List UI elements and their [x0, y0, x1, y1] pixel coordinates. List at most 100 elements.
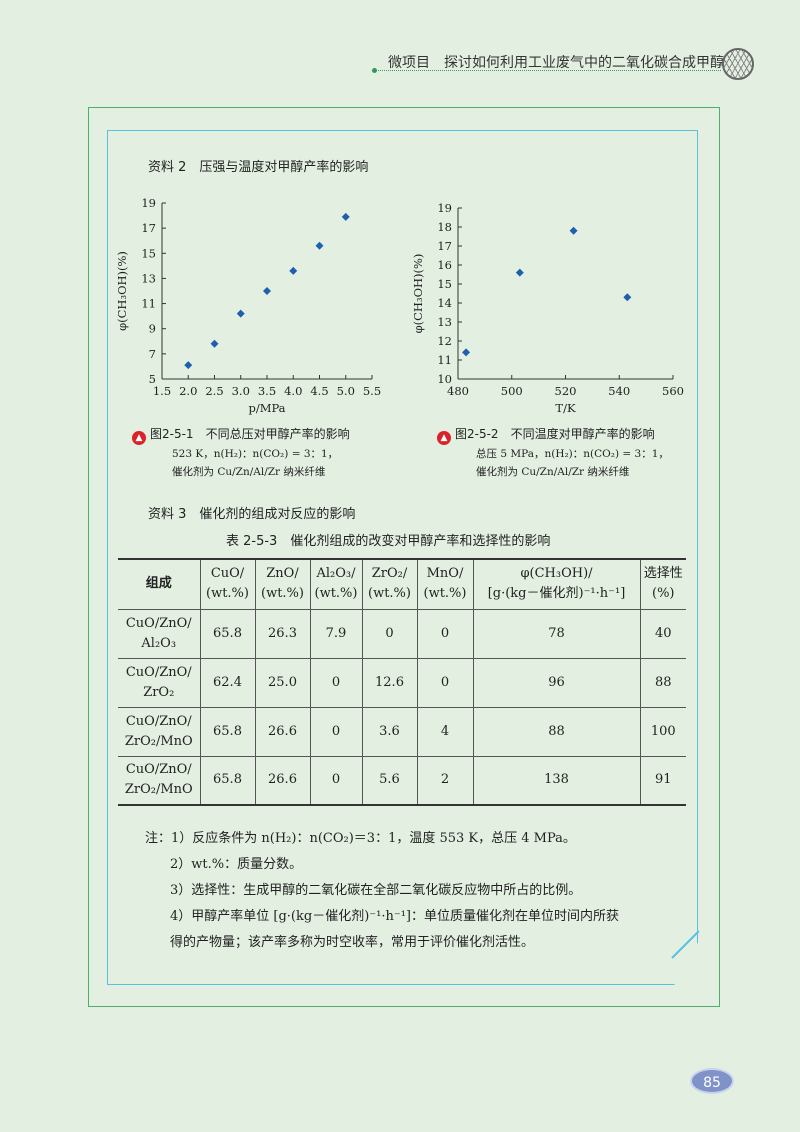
data-point	[341, 212, 350, 221]
header-line: (wt.%)	[261, 586, 304, 602]
value-cell: 0	[309, 658, 362, 707]
y-tick-label: 11	[437, 353, 452, 367]
composition-cell: CuO/ZnO/Al₂O₃	[118, 609, 200, 658]
value-cell: 0	[361, 609, 417, 658]
value-cell: 12.6	[361, 658, 417, 707]
data-point	[462, 348, 471, 357]
y-tick-label: 13	[437, 315, 452, 329]
x-tick-label: 2.0	[179, 384, 197, 398]
composition-line: ZrO₂/MnO	[124, 782, 193, 798]
y-tick-label: 16	[437, 258, 452, 272]
value-cell: 26.6	[254, 707, 310, 756]
column-header: CuO/ (wt.%)	[199, 559, 255, 609]
note-4: 4）甲醇产率单位 [g·(kg－催化剂)⁻¹·h⁻¹]：单位质量催化剂在单位时间…	[170, 909, 619, 924]
y-tick-label: 13	[141, 271, 156, 285]
composition-cell: CuO/ZnO/ZrO₂/MnO	[118, 756, 200, 805]
x-tick-label: 5.0	[337, 384, 355, 398]
section-2-title: 资料 2 压强与温度对甲醇产率的影响	[148, 160, 369, 175]
figure-note-2a: 总压 5 MPa，n(H₂)：n(CO₂) = 3：1，	[476, 448, 669, 460]
table-notes: 注：1）反应条件为 n(H₂)：n(CO₂)＝3：1，温度 553 K，总压 4…	[145, 826, 619, 956]
value-cell: 62.4	[199, 658, 255, 707]
figure-caption-2: ▲ 图2-5-2 不同温度对甲醇产率的影响	[437, 425, 655, 445]
value-cell: 78	[472, 609, 640, 658]
caption-text: 图2-5-1 不同总压对甲醇产率的影响	[150, 427, 350, 441]
composition-line: CuO/ZnO/	[125, 762, 192, 778]
x-tick-label: 4.5	[310, 384, 328, 398]
header-line: φ(CH₃OH)/	[520, 566, 593, 582]
x-tick-label: 1.5	[153, 384, 171, 398]
y-tick-label: 18	[437, 220, 452, 234]
catalyst-table: 组成 CuO/ (wt.%) ZnO/ (wt.%) Al₂O₃/ (wt.%) ZrO₂/ (…	[118, 558, 686, 806]
value-cell: 5.6	[361, 756, 417, 805]
value-cell: 88	[472, 707, 640, 756]
note-2: 2）wt.%：质量分数。	[170, 857, 303, 872]
header-line: ZnO/	[266, 566, 299, 582]
composition-line: CuO/ZnO/	[125, 664, 192, 680]
figure-note-1b: 催化剂为 Cu/Zn/Al/Zr 纳米纤维	[172, 466, 326, 478]
y-tick-label: 19	[437, 201, 452, 215]
composition-line: CuO/ZnO/	[125, 615, 192, 631]
y-tick-label: 15	[437, 277, 452, 291]
x-tick-label: 480	[447, 384, 469, 398]
page-number: 85	[690, 1068, 734, 1094]
table-row: CuO/ZnO/ZrO₂ 62.4 25.0 0 12.6 0 96 88	[118, 658, 686, 707]
x-tick-label: 500	[501, 384, 523, 398]
data-point	[184, 361, 193, 370]
value-cell: 3.6	[361, 707, 417, 756]
column-header: MnO/ (wt.%)	[416, 559, 473, 609]
value-cell: 96	[472, 658, 640, 707]
note-3: 3）选择性：生成甲醇的二氧化碳在全部二氧化碳反应物中所占的比例。	[170, 883, 582, 898]
x-tick-label: 520	[555, 384, 577, 398]
value-cell: 0	[416, 658, 473, 707]
y-tick-label: 17	[437, 239, 452, 253]
section-3-title: 资料 3 催化剂的组成对反应的影响	[148, 507, 356, 522]
y-tick-label: 19	[141, 196, 156, 210]
header-line: (wt.%)	[314, 586, 358, 602]
table-row: CuO/ZnO/Al₂O₃ 65.8 26.3 7.9 0 0 78 40	[118, 609, 686, 658]
x-tick-label: 560	[662, 384, 684, 398]
header-line: Al₂O₃/	[316, 566, 356, 582]
chart-pressure: 1.5 2.0 2.5 3.0 3.5 4.0 4.5 5.0 5.5 5 7 9 11 13 15 17 19…	[115, 196, 381, 415]
y-tick-label: 10	[437, 372, 452, 386]
note-4-cont: 得的产物量；该产率多称为时空收率，常用于评价催化剂活性。	[170, 935, 535, 950]
data-point	[289, 266, 298, 275]
value-cell: 0	[309, 707, 362, 756]
value-cell: 2	[416, 756, 473, 805]
y-tick-label: 12	[437, 334, 452, 348]
header-line: CuO/	[210, 566, 245, 582]
value-cell: 25.0	[254, 658, 310, 707]
data-point	[236, 309, 245, 318]
column-header: ZnO/ (wt.%)	[254, 559, 310, 609]
data-point	[623, 293, 632, 302]
table-row: CuO/ZnO/ZrO₂/MnO 65.8 26.6 0 5.6 2 138 91	[118, 756, 686, 805]
header-line: (wt.%)	[423, 586, 467, 602]
value-cell: 26.3	[254, 609, 310, 658]
value-cell: 7.9	[309, 609, 362, 658]
figure-note-2b: 催化剂为 Cu/Zn/Al/Zr 纳米纤维	[476, 466, 630, 478]
x-tick-label: 3.5	[258, 384, 276, 398]
value-cell: 138	[472, 756, 640, 805]
red-triangle-badge-icon: ▲	[437, 431, 451, 445]
data-point	[315, 241, 324, 250]
running-header: 微项目 探讨如何利用工业废气中的二氧化碳合成甲醇	[388, 55, 724, 71]
fullerene-ball-icon	[722, 48, 754, 80]
figure-caption-1: ▲ 图2-5-1 不同总压对甲醇产率的影响	[132, 425, 350, 445]
value-cell: 65.8	[199, 707, 255, 756]
column-header: φ(CH₃OH)/ [g·(kg－催化剂)⁻¹·h⁻¹]	[472, 559, 640, 609]
composition-line: ZrO₂	[143, 684, 175, 700]
composition-line: ZrO₂/MnO	[124, 733, 193, 749]
header-line: [g·(kg－催化剂)⁻¹·h⁻¹]	[487, 586, 626, 602]
table-title: 表 2-5-3 催化剂组成的改变对甲醇产率和选择性的影响	[226, 534, 551, 549]
header-rule	[373, 70, 721, 71]
x-axis-label: T/K	[555, 401, 576, 415]
x-tick-label: 3.0	[232, 384, 250, 398]
x-tick-label: 4.0	[284, 384, 302, 398]
composition-line: Al₂O₃	[141, 635, 177, 651]
column-header: Al₂O₃/ (wt.%)	[309, 559, 362, 609]
y-tick-label: 7	[149, 347, 156, 361]
value-cell: 65.8	[199, 609, 255, 658]
header-line: MnO/	[426, 566, 464, 582]
x-tick-label: 540	[608, 384, 630, 398]
column-header: 组成	[118, 559, 200, 609]
figure-note-1a: 523 K，n(H₂)：n(CO₂) = 3：1，	[172, 448, 339, 460]
